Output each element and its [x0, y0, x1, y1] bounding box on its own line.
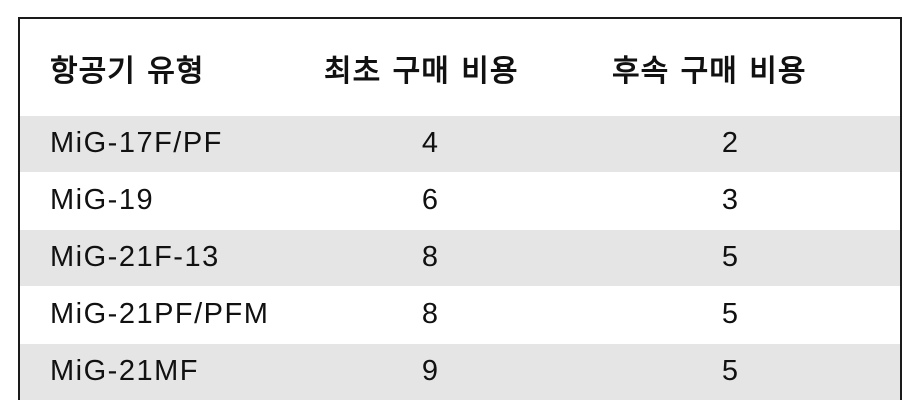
cell-initial-cost: 9	[421, 355, 439, 387]
table-row: MiG-21F-13 8 5	[20, 230, 900, 286]
cell-subsequent-cost: 2	[721, 127, 739, 159]
header-aircraft-type: 항공기 유형	[50, 54, 205, 89]
cell-aircraft-type: MiG-21PF/PFM	[50, 298, 270, 330]
cell-subsequent-cost: 5	[721, 298, 739, 330]
cell-aircraft-type: MiG-21MF	[50, 355, 199, 387]
header-initial-cost: 최초 구매 비용	[324, 54, 519, 89]
cost-table: 항공기 유형 최초 구매 비용 후속 구매 비용 MiG-17F/PF 4 2 …	[18, 17, 902, 400]
table-row: MiG-21PF/PFM 8 5	[20, 287, 900, 343]
table-row: MiG-19 6 3	[20, 173, 900, 229]
table-header: 항공기 유형 최초 구매 비용 후속 구매 비용	[20, 19, 900, 114]
cell-subsequent-cost: 3	[721, 184, 739, 216]
table-row: MiG-17F/PF 4 2	[20, 116, 900, 172]
cell-aircraft-type: MiG-21F-13	[50, 241, 220, 273]
header-subsequent-cost: 후속 구매 비용	[612, 54, 807, 89]
cell-initial-cost: 8	[421, 241, 439, 273]
cell-aircraft-type: MiG-19	[50, 184, 155, 216]
cell-initial-cost: 6	[421, 184, 439, 216]
table-row: MiG-21MF 9 5	[20, 344, 900, 400]
cell-initial-cost: 4	[421, 127, 439, 159]
cell-subsequent-cost: 5	[721, 355, 739, 387]
cell-subsequent-cost: 5	[721, 241, 739, 273]
cell-aircraft-type: MiG-17F/PF	[50, 127, 223, 159]
cell-initial-cost: 8	[421, 298, 439, 330]
